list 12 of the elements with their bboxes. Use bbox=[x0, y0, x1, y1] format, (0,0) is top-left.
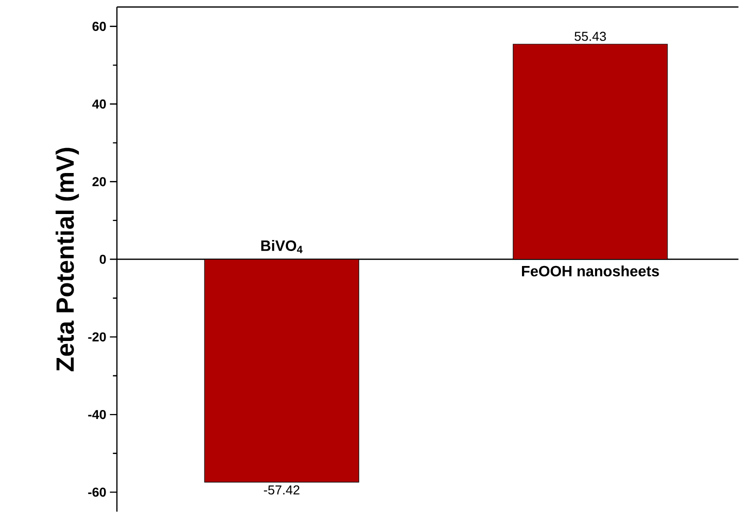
y-tick-label: 60 bbox=[92, 22, 106, 31]
y-axis-title: Zeta Potential (mV) bbox=[56, 148, 79, 372]
y-tick-label: -20 bbox=[88, 332, 106, 342]
data-label: 55.43 bbox=[574, 32, 606, 41]
y-tick-label: -40 bbox=[88, 410, 106, 420]
x-tick-label: FeOOH nanosheets bbox=[522, 265, 659, 276]
data-label: -57.42 bbox=[264, 485, 300, 494]
y-tick-label: -60 bbox=[88, 488, 106, 497]
x-tick-label: BiVO$_{4}$ bbox=[261, 240, 303, 254]
y-tick-label: 20 bbox=[92, 176, 106, 186]
y-tick-label: 40 bbox=[92, 99, 106, 109]
y-tick-label: 0 bbox=[100, 254, 106, 264]
